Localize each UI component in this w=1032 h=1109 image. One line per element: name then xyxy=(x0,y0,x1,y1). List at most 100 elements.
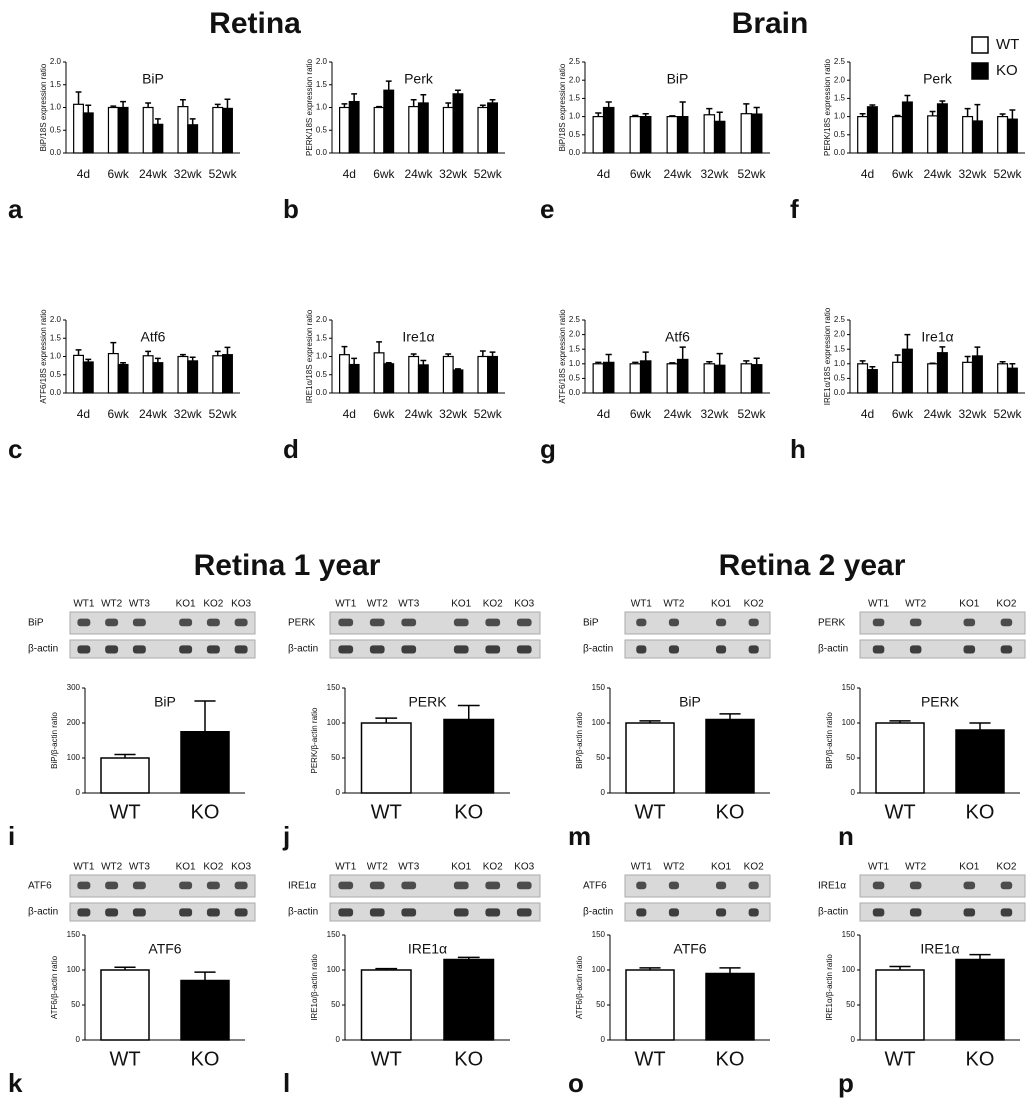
bar xyxy=(667,364,677,393)
y-tick-label: 100 xyxy=(842,718,856,727)
blot-band xyxy=(454,908,469,916)
y-tick-label: 0 xyxy=(601,788,606,797)
x-tick-label: 52wk xyxy=(737,167,766,181)
y-tick-label: 1.5 xyxy=(569,94,581,103)
blot-row-label: β-actin xyxy=(288,644,318,655)
error-bar xyxy=(606,354,612,362)
panel-letter: m xyxy=(568,821,591,851)
error-bar xyxy=(717,112,723,121)
bar xyxy=(998,117,1008,153)
error-bar xyxy=(445,103,451,108)
y-axis-label: ATF6/18S expression ratio xyxy=(558,309,567,404)
bar xyxy=(956,960,1004,1041)
blot-row-label: ATF6 xyxy=(28,881,52,892)
blot-lane-label: WT3 xyxy=(398,862,420,873)
error-bar xyxy=(719,714,740,720)
blot-row-label: PERK xyxy=(818,618,846,629)
bar xyxy=(928,364,938,393)
x-tick-label: 6wk xyxy=(108,167,130,181)
bar xyxy=(143,108,153,154)
blot-row-label: IRE1α xyxy=(818,881,846,892)
x-tick-label: 4d xyxy=(77,407,90,421)
bar xyxy=(741,114,751,153)
x-tick-label: 6wk xyxy=(892,407,914,421)
error-bar xyxy=(743,104,749,114)
blot-band xyxy=(485,882,500,890)
blot-band xyxy=(669,645,679,653)
blot-lane-label: KO2 xyxy=(203,599,223,610)
blot-band xyxy=(133,619,146,627)
y-tick-label: 200 xyxy=(67,718,81,727)
x-tick-label: 32wk xyxy=(439,407,468,421)
bar xyxy=(604,108,614,154)
blot-band xyxy=(636,619,646,627)
blot-band xyxy=(485,619,500,627)
bar xyxy=(876,723,924,793)
x-tick-label: 4d xyxy=(343,407,356,421)
blot-strip xyxy=(70,612,255,634)
bar xyxy=(453,370,463,393)
bar xyxy=(118,365,128,393)
y-tick-label: 100 xyxy=(842,965,856,974)
panel-letter: g xyxy=(540,434,556,464)
y-tick-label: 2.5 xyxy=(569,315,581,324)
blot-band xyxy=(485,908,500,916)
x-tick-label: 32wk xyxy=(439,167,468,181)
y-tick-label: 0 xyxy=(601,1035,606,1044)
y-tick-label: 1.5 xyxy=(316,333,328,342)
blot-band xyxy=(179,908,192,916)
heading: Retina 1 year xyxy=(194,549,381,582)
blot-strip xyxy=(70,903,255,921)
y-axis-label: BiP/18S expression ratio xyxy=(558,63,567,151)
blot-strip xyxy=(860,875,1025,897)
heading: Retina xyxy=(209,7,301,40)
x-tick-label: 24wk xyxy=(663,167,692,181)
bar xyxy=(101,758,149,793)
x-category-label: KO xyxy=(454,1048,483,1070)
x-category-label: WT xyxy=(371,801,402,823)
chart-title: Ire1α xyxy=(921,329,953,345)
bar xyxy=(928,116,938,153)
error-bar xyxy=(680,102,686,117)
y-tick-label: 1.5 xyxy=(316,80,328,89)
x-tick-label: 32wk xyxy=(174,167,203,181)
blot-row-label: BiP xyxy=(28,618,44,629)
blot-band xyxy=(669,619,679,627)
error-bar xyxy=(754,108,760,115)
blot-band xyxy=(669,882,679,890)
blot-band xyxy=(910,645,922,653)
x-tick-label: 6wk xyxy=(892,167,914,181)
x-tick-label: 4d xyxy=(597,407,610,421)
panel-letter: a xyxy=(8,194,23,224)
y-tick-label: 0.0 xyxy=(50,388,62,397)
blot-band xyxy=(401,908,416,916)
blot-band xyxy=(77,645,90,653)
blot-band xyxy=(910,908,922,916)
blot-lane-label: KO1 xyxy=(959,599,979,610)
x-tick-label: 4d xyxy=(343,167,356,181)
bar xyxy=(362,723,412,793)
y-tick-label: 0.5 xyxy=(316,370,328,379)
blot-lane-label: WT2 xyxy=(101,599,123,610)
y-tick-label: 0.5 xyxy=(834,374,846,383)
bar xyxy=(108,354,118,393)
error-bar xyxy=(120,102,126,108)
bar xyxy=(153,363,163,393)
blot-row-label: BiP xyxy=(583,618,599,629)
x-tick-label: 52wk xyxy=(474,167,503,181)
y-tick-label: 1.0 xyxy=(316,352,328,361)
x-tick-label: 24wk xyxy=(404,167,433,181)
x-tick-label: 24wk xyxy=(139,167,168,181)
chart-title: BiP xyxy=(667,71,689,87)
chart-title: Perk xyxy=(923,71,953,87)
chart-title: ATF6 xyxy=(673,941,706,957)
panel-letter: k xyxy=(8,1068,23,1098)
bar xyxy=(74,104,84,153)
blot-band xyxy=(105,619,118,627)
y-tick-label: 2.0 xyxy=(834,75,846,84)
x-category-label: KO xyxy=(716,801,745,823)
y-tick-label: 100 xyxy=(592,718,606,727)
y-axis-label: PERK/β-actin ratio xyxy=(310,707,319,774)
blot-band xyxy=(1001,908,1013,916)
blot-band xyxy=(964,645,976,653)
